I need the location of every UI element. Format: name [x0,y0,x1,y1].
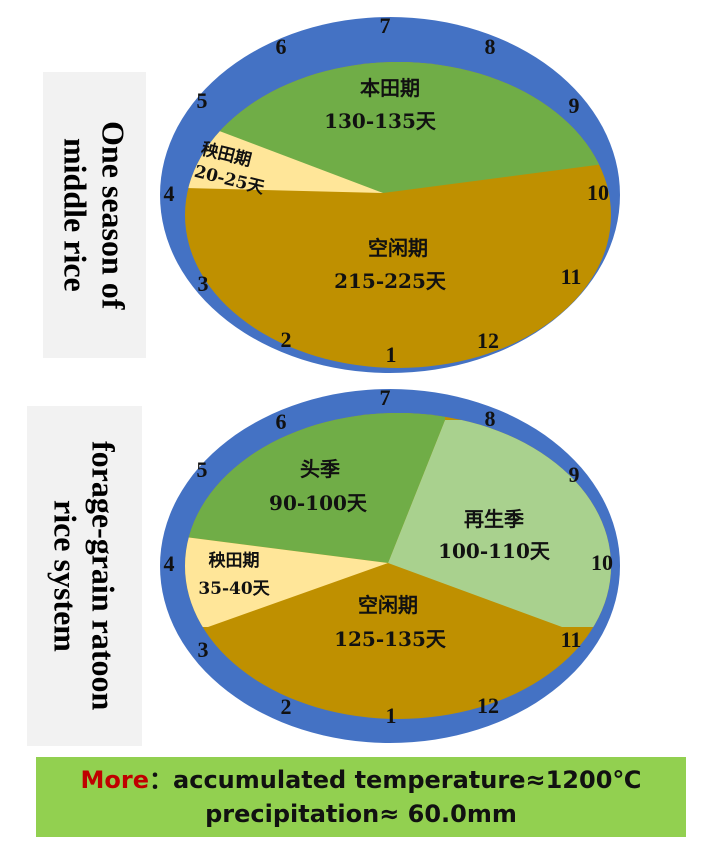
bottom-month-8: 8 [485,406,496,431]
bottom-seedling-name: 秧田期 [209,550,260,571]
top-month-numbers: 1 2 3 4 5 6 7 8 9 10 11 12 [164,13,610,367]
top-idle-days: 215-225天 [334,269,447,293]
bottom-month-5: 5 [197,457,208,482]
precipitation-text: precipitation≈ 60.0mm [205,800,517,828]
bottom-month-10: 10 [591,550,613,575]
top-month-8: 8 [485,34,496,59]
bottom-month-6: 6 [276,409,287,434]
bottom-month-7: 7 [380,385,391,410]
bottom-main-name: 头季 [300,457,340,481]
bottom-idle-name: 空闲期 [358,593,418,617]
top-segment-seedling [185,118,383,193]
top-field-days: 130-135天 [324,109,437,133]
climate-summary-line-1: More：accumulated temperature≈1200℃ [81,763,642,797]
bottom-dial: 头季 90-100天 再生季 100-110天 秧田期 35-40天 空闲期 1… [160,385,620,743]
bottom-month-2: 2 [281,694,292,719]
bottom-segment-seedling [185,537,388,627]
bottom-month-12: 12 [477,693,499,718]
bottom-system-label-text: forage-grain ratoon rice system [47,441,122,711]
bottom-month-3: 3 [198,637,209,662]
accumulated-temperature-text: ：accumulated temperature≈1200℃ [149,766,642,794]
bottom-month-1: 1 [386,703,397,728]
top-system-label: One season of middle rice [43,72,146,358]
top-idle-name: 空闲期 [368,236,428,260]
top-month-1: 1 [386,342,397,367]
bottom-main-days: 90-100天 [269,491,368,515]
top-month-12: 12 [477,328,499,353]
bottom-month-9: 9 [569,462,580,487]
bottom-idle-days: 125-135天 [334,627,447,651]
bottom-month-11: 11 [561,627,582,652]
bottom-month-numbers: 1 2 3 4 5 6 7 8 9 10 11 12 [164,385,614,728]
top-month-4: 4 [164,181,175,206]
top-month-9: 9 [569,93,580,118]
bottom-seedling-days: 35-40天 [198,579,270,599]
top-dial: 本田期 130-135天 秧田期 20-25天 空闲期 215-225天 1 2… [160,13,620,373]
top-field-name: 本田期 [360,76,420,100]
bottom-month-4: 4 [164,551,175,576]
top-month-7: 7 [380,13,391,38]
bottom-ratoon-days: 100-110天 [438,539,551,563]
top-month-3: 3 [198,271,209,296]
bottom-system-label: forage-grain ratoon rice system [27,406,142,746]
top-month-5: 5 [197,88,208,113]
top-system-label-text: One season of middle rice [57,120,132,310]
climate-summary-box: More：accumulated temperature≈1200℃ preci… [36,757,686,837]
more-label: More [80,766,150,794]
bottom-ratoon-name: 再生季 [464,507,524,531]
top-month-11: 11 [561,264,582,289]
top-month-10: 10 [587,180,609,205]
top-month-2: 2 [281,327,292,352]
top-month-6: 6 [276,34,287,59]
